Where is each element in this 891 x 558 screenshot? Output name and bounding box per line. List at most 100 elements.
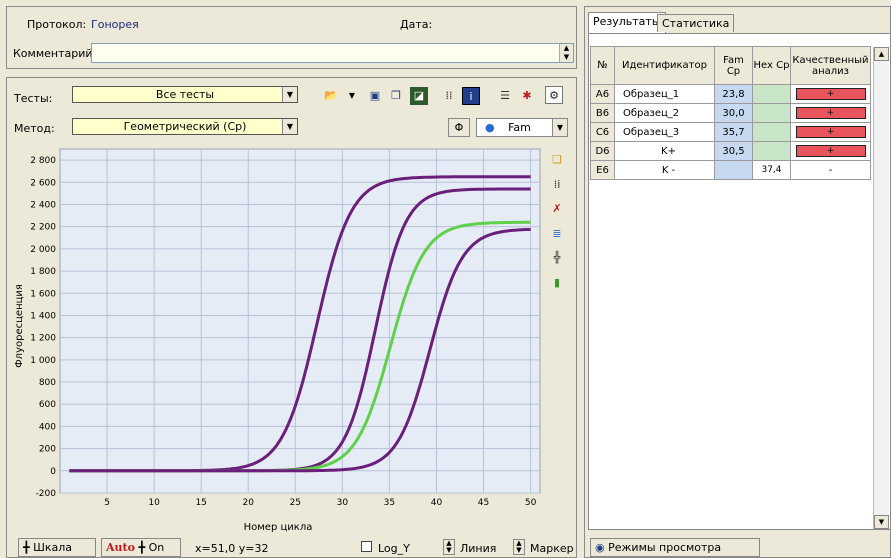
chart-copy-icon[interactable]: ❏	[552, 153, 562, 166]
auto-on-button[interactable]: Auto ╋ On	[101, 538, 181, 557]
cell-qualitative: +	[790, 84, 871, 104]
table-row[interactable]: A6 Образец_1 23,8 +	[590, 84, 871, 104]
logy-checkbox[interactable]	[361, 541, 372, 552]
plot-area	[59, 148, 541, 494]
y-tick-label: 200	[39, 445, 56, 455]
cell-identifier: Образец_2	[614, 103, 715, 123]
cell-well: B6	[590, 103, 615, 123]
phi-symbol: Φ	[454, 121, 464, 134]
cell-qualitative: -	[790, 160, 871, 180]
crosshair-icon[interactable]: ╬	[553, 251, 561, 264]
y-tick-label: 1 800	[30, 267, 56, 277]
logy-label: Log_Y	[378, 542, 410, 555]
y-axis-label: Флуоресценция	[14, 284, 25, 368]
y-tick-label: 2 000	[30, 245, 56, 255]
on-label: On	[148, 541, 165, 554]
table-row[interactable]: B6 Образец_2 30,0 +	[590, 103, 871, 123]
x-tick-label: 5	[104, 498, 110, 508]
export-icon[interactable]: ◪	[410, 87, 428, 105]
y-tick-label: 2 400	[30, 200, 56, 210]
list-settings-icon[interactable]: ☰	[500, 89, 510, 102]
cell-hex-cp	[752, 141, 791, 161]
method-select[interactable]: Геометрический (Cp) ▼	[72, 118, 298, 135]
open-folder-icon[interactable]: 📂	[324, 89, 338, 102]
cell-fam-cp: 35,7	[714, 122, 753, 142]
tests-select[interactable]: Все тесты ▼	[72, 86, 298, 103]
method-select-value: Геометрический (Cp)	[123, 120, 247, 133]
copy-icon[interactable]: ❐	[391, 89, 401, 102]
amplification-curve-4[interactable]	[69, 227, 531, 473]
save-icon[interactable]: ▣	[369, 89, 381, 102]
cell-well: D6	[590, 141, 615, 161]
dropdown-arrow-icon[interactable]: ▼	[348, 91, 356, 100]
col-hex-cp[interactable]: Hex Cp	[752, 46, 791, 85]
col-number[interactable]: №	[590, 46, 615, 85]
scale-button[interactable]: ╋ Шкала	[18, 538, 96, 557]
y-tick-label: 1 200	[30, 334, 56, 344]
tests-select-value: Все тесты	[155, 88, 215, 101]
cell-fam-cp: 23,8	[714, 84, 753, 104]
protocol-value: Гонорея	[91, 18, 139, 31]
chevron-down-icon[interactable]: ▼	[552, 119, 567, 136]
date-label: Дата:	[400, 18, 433, 31]
chevron-down-icon[interactable]: ▼	[282, 119, 297, 134]
auto-label: Auto	[106, 541, 135, 554]
marker-stepper[interactable]: ▲ ▼	[513, 539, 525, 555]
info-icon[interactable]: i	[462, 87, 480, 105]
cell-well: E6	[590, 160, 615, 180]
x-tick-label: 40	[431, 498, 443, 508]
chevron-down-icon[interactable]: ▼	[282, 87, 297, 102]
comment-scroll[interactable]: ▲ ▼	[559, 44, 573, 62]
view-modes-button[interactable]: ◉ Режимы просмотра данных	[590, 538, 760, 557]
table-row[interactable]: D6 K+ 30,5 +	[590, 141, 871, 161]
tab-results-label: Результаты	[593, 15, 661, 28]
results-scrollbar[interactable]: ▲ ▼	[873, 47, 889, 529]
line-label: Линия	[460, 542, 497, 555]
table-row[interactable]: E6 K - 37,4-	[590, 160, 871, 180]
y-tick-label: -200	[36, 489, 57, 499]
channel-value: Fam	[508, 121, 531, 134]
amplification-chart: 5 10 15 20 25 30 35 40 45 50 -200 0 200 400 600 800 1 00…	[14, 148, 541, 533]
x-tick-label: 45	[478, 498, 489, 508]
crosshair-small-icon: ╋	[138, 541, 146, 554]
cell-well: C6	[590, 122, 615, 142]
table-row[interactable]: C6 Образец_3 35,7 +	[590, 122, 871, 142]
y-tick-label: 2 800	[30, 156, 56, 166]
scroll-up-icon[interactable]: ▲	[874, 47, 889, 61]
tab-statistics[interactable]: Статистика	[657, 14, 735, 32]
comment-field[interactable]: ▲ ▼	[91, 43, 574, 63]
grid-icon[interactable]: ⁞⁞	[445, 89, 453, 102]
col-qualitative[interactable]: Качественный анализ	[790, 46, 871, 85]
x-tick-label: 50	[525, 498, 537, 508]
legend-settings-icon[interactable]: ≣	[552, 227, 562, 240]
cell-hex-cp	[752, 84, 791, 104]
y-tick-label: 400	[39, 422, 56, 432]
no-cycles-icon[interactable]: ✗	[552, 202, 562, 215]
col-fam-cp[interactable]: Fam Cp	[714, 46, 753, 85]
cell-hex-cp: 37,4	[752, 160, 791, 180]
y-tick-label: 800	[39, 378, 56, 388]
channel-dot-icon: ●	[485, 121, 495, 134]
x-tick-label: 30	[337, 498, 349, 508]
chart-info-icon[interactable]: ⁞i	[553, 178, 561, 191]
positive-result-badge: +	[795, 88, 866, 100]
y-tick-label: 1 400	[30, 311, 56, 321]
cell-fam-cp: 30,5	[714, 141, 753, 161]
positive-result-badge: +	[795, 107, 866, 119]
protocol-label: Протокол:	[27, 18, 87, 31]
y-tick-label: 1 600	[30, 289, 56, 299]
chart-filter-icon[interactable]: ✱	[522, 89, 532, 102]
cell-qualitative: +	[790, 141, 871, 161]
phi-button[interactable]: Φ	[448, 118, 470, 137]
coords-readout: x=51,0 y=32	[195, 542, 269, 555]
scroll-down-icon[interactable]: ▼	[874, 515, 889, 529]
line-stepper[interactable]: ▲ ▼	[443, 539, 455, 555]
comment-label: Комментарий:	[13, 47, 97, 60]
tab-results[interactable]: Результаты	[588, 12, 666, 33]
settings-gear-icon[interactable]: ⚙	[545, 86, 563, 104]
cell-hex-cp	[752, 122, 791, 142]
channel-select[interactable]: ● Fam ▼	[476, 118, 568, 137]
col-identifier[interactable]: Идентификатор	[614, 46, 715, 85]
bar-chart-icon[interactable]: ▮	[553, 276, 561, 289]
cell-fam-cp: 30,0	[714, 103, 753, 123]
